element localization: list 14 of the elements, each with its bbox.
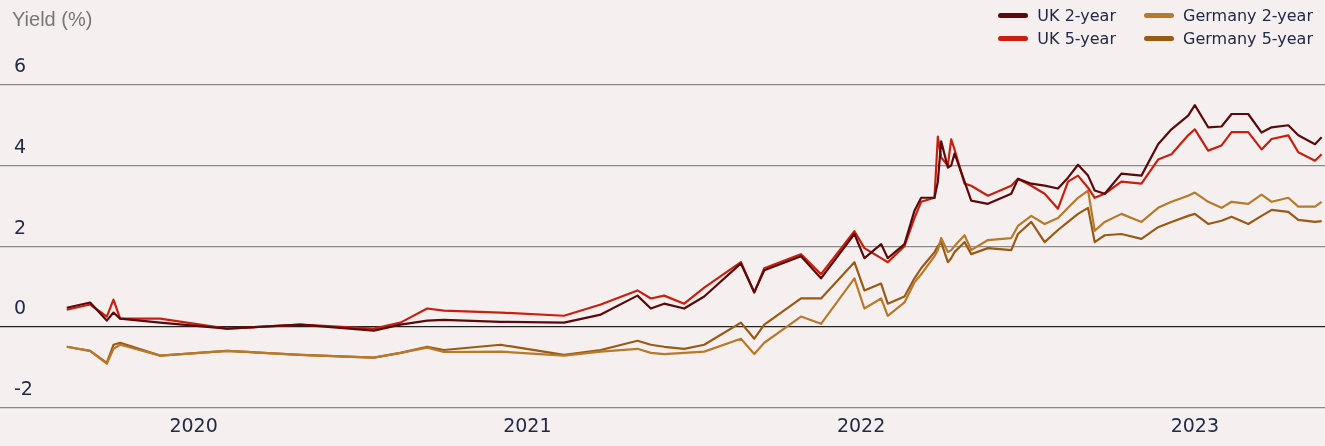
x-tick-label: 2023 <box>1170 413 1220 436</box>
x-tick-label: 2020 <box>169 413 218 436</box>
legend-label: Germany 5-year <box>1183 29 1313 48</box>
y-tick-label: 6 <box>14 54 27 77</box>
y-tick-label: 4 <box>14 134 27 157</box>
legend-label: UK 2-year <box>1037 6 1116 25</box>
y-tick-label: -2 <box>14 376 33 399</box>
y-tick-label: 2 <box>14 215 27 238</box>
legend-label: Germany 2-year <box>1183 6 1313 25</box>
y-axis-title: Yield (%) <box>12 8 93 31</box>
legend-label: UK 5-year <box>1037 29 1116 48</box>
y-tick-label: 0 <box>14 296 27 319</box>
x-tick-label: 2022 <box>836 413 886 436</box>
x-tick-label: 2021 <box>503 413 552 436</box>
